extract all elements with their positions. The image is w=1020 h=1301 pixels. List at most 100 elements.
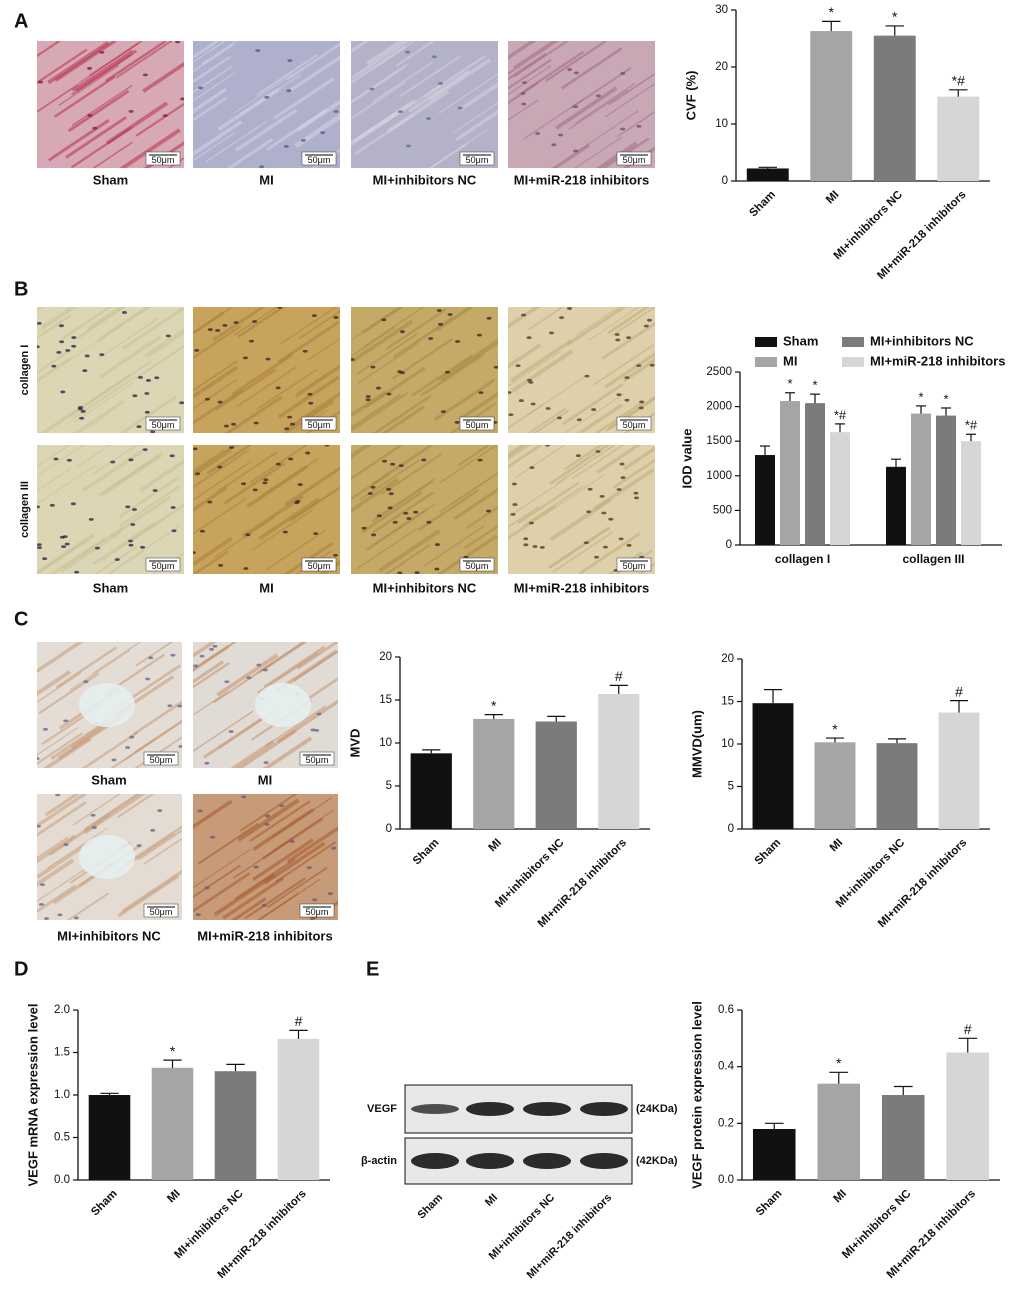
nucleus — [91, 826, 97, 829]
row-label: collagen III — [19, 481, 31, 538]
fiber — [574, 136, 623, 168]
fiber — [37, 48, 88, 85]
fiber — [94, 546, 137, 574]
y-tick-label: 10 — [379, 737, 392, 749]
nucleus — [486, 509, 492, 513]
x-tick-label: collagen I — [775, 552, 830, 566]
fiber — [361, 307, 404, 335]
nucleus — [508, 391, 512, 394]
nucleus — [327, 892, 333, 896]
fiber — [508, 58, 552, 90]
nucleus — [263, 478, 269, 482]
fiber — [37, 669, 72, 696]
fiber — [574, 82, 636, 124]
fiber — [351, 109, 402, 147]
y-tick-label: 0.2 — [718, 1117, 734, 1129]
legend-label: MI+inhibitors NC — [870, 333, 974, 348]
nucleus — [142, 448, 148, 452]
nucleus — [438, 322, 444, 326]
fiber — [508, 343, 542, 369]
fiber — [360, 491, 423, 534]
fiber — [231, 353, 294, 396]
texture — [37, 445, 184, 574]
y-tick-label: 5 — [386, 780, 392, 792]
fiber — [380, 453, 443, 495]
fiber — [121, 869, 182, 913]
fiber — [436, 307, 475, 332]
nucleus — [333, 110, 339, 113]
fiber — [77, 445, 112, 467]
scale-label: 50μm — [308, 561, 331, 571]
fiber — [508, 445, 543, 469]
fiber — [351, 319, 414, 363]
fiber — [457, 445, 491, 467]
fiber — [143, 327, 184, 357]
nucleus — [320, 131, 326, 135]
nucleus — [314, 728, 320, 732]
fiber — [273, 76, 336, 120]
bar — [961, 441, 981, 545]
nucleus — [217, 465, 223, 469]
nucleus — [252, 488, 258, 492]
nucleus — [306, 866, 312, 870]
scale-label: 50μm — [466, 155, 489, 165]
bar — [886, 466, 906, 545]
fiber — [459, 82, 498, 112]
fiber — [265, 529, 326, 571]
fiber — [90, 360, 152, 403]
nucleus — [193, 447, 198, 451]
nucleus — [38, 903, 44, 906]
nucleus — [527, 378, 533, 382]
nucleus — [253, 421, 259, 425]
nucleus — [287, 59, 293, 62]
y-tick-label: 20 — [379, 651, 392, 663]
y-tick-label: 0 — [722, 175, 728, 187]
fiber — [438, 73, 498, 114]
fiber — [105, 41, 167, 83]
legend-swatch — [755, 337, 777, 347]
fiber — [286, 826, 338, 864]
nucleus — [53, 457, 59, 461]
legend-label: MI+miR-218 inhibitors — [870, 353, 1005, 368]
fiber — [372, 61, 434, 103]
texture — [193, 445, 340, 574]
nucleus — [297, 483, 303, 486]
fiber — [560, 47, 623, 90]
fiber — [508, 41, 537, 60]
scale-label: 50μm — [623, 561, 646, 571]
nucleus — [573, 149, 579, 153]
fiber — [544, 474, 605, 516]
fiber — [256, 54, 318, 96]
fiber — [262, 736, 313, 768]
nucleus — [529, 466, 535, 470]
nucleus — [300, 138, 306, 142]
nucleus — [157, 809, 163, 812]
fiber — [307, 338, 340, 361]
nucleus — [618, 537, 624, 541]
nucleus — [231, 422, 237, 426]
significance: * — [918, 389, 923, 404]
fiber — [101, 452, 164, 496]
fiber — [237, 307, 286, 339]
nucleus — [421, 458, 427, 462]
nucleus — [528, 380, 534, 384]
fiber — [622, 357, 655, 383]
fiber — [547, 526, 610, 569]
fiber — [424, 54, 486, 98]
nucleus — [649, 363, 655, 367]
nucleus — [376, 514, 382, 518]
fiber — [297, 310, 340, 340]
image-caption: MI — [259, 580, 273, 595]
nucleus — [255, 49, 261, 52]
fiber — [193, 41, 220, 59]
fiber — [143, 837, 182, 865]
fiber — [527, 407, 567, 433]
fiber — [294, 113, 340, 147]
fiber — [70, 126, 133, 168]
nucleus — [575, 454, 581, 458]
fiber — [251, 509, 313, 551]
fiber — [528, 307, 565, 331]
fiber — [98, 317, 160, 359]
fiber — [249, 445, 308, 484]
